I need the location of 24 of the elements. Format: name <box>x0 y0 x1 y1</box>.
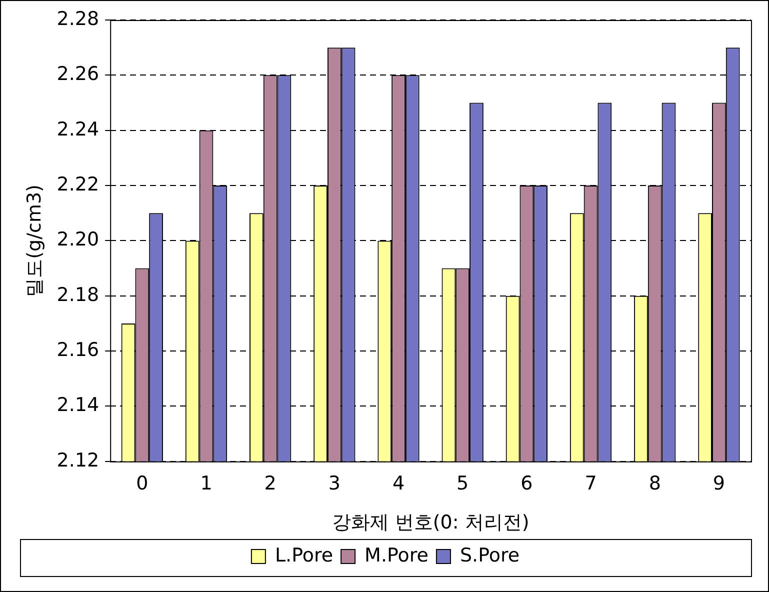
x-tick-label: 4 <box>392 472 405 495</box>
x-tick-label: 0 <box>136 472 148 495</box>
x-tick-label: 9 <box>712 472 725 495</box>
y-tick-label: 2.18 <box>56 284 100 306</box>
y-tick-label: 2.12 <box>56 449 100 472</box>
x-tick-label: 5 <box>456 472 469 495</box>
y-tick-label: 2.14 <box>56 394 100 416</box>
x-tick-label: 2 <box>264 472 276 495</box>
y-tick-label: 2.16 <box>56 338 100 361</box>
y-tick-label: 2.22 <box>56 173 100 196</box>
legend-label: L.Pore <box>274 544 334 566</box>
y-tick-label: 2.26 <box>56 63 100 86</box>
x-axis-title: 강화제 번호(0: 처리전) <box>332 512 530 534</box>
y-tick-label: 2.24 <box>56 118 100 140</box>
legend-label: M.Pore <box>364 544 428 566</box>
legend-label: S.Pore <box>460 544 520 566</box>
x-tick-label: 8 <box>648 472 661 495</box>
x-tick-label: 7 <box>584 472 597 495</box>
y-axis-title: 밀도(g/cm3) <box>23 184 46 297</box>
y-tick-label: 2.20 <box>56 228 100 251</box>
x-tick-label: 6 <box>520 472 533 495</box>
y-tick-label: 2.28 <box>56 8 100 30</box>
x-tick-label: 3 <box>328 472 340 495</box>
x-tick-label: 1 <box>200 472 212 495</box>
